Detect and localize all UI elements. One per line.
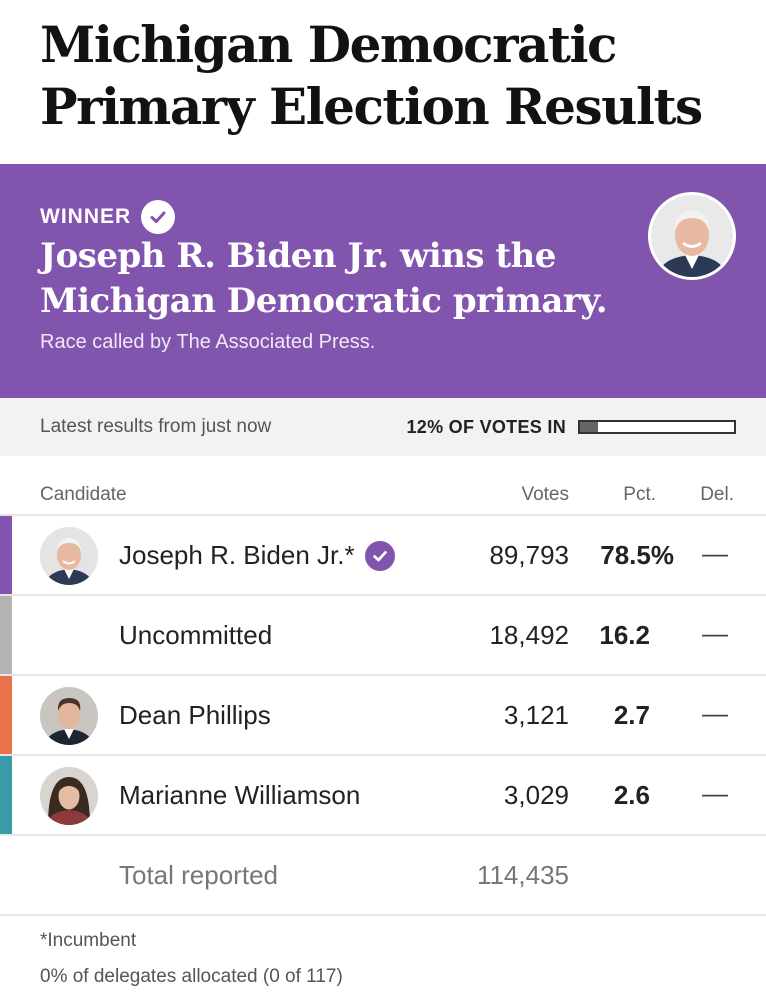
party-color-bar — [0, 676, 12, 754]
winner-banner: WINNER Joseph R. Biden Jr. wins the Mich… — [0, 164, 766, 398]
table-row: Marianne Williamson 3,029 2.6 — — [0, 756, 766, 836]
candidate-name: Joseph R. Biden Jr.* — [119, 540, 395, 571]
candidate-name: Marianne Williamson — [119, 780, 360, 811]
total-votes: 114,435 — [476, 860, 569, 890]
candidate-votes: 18,492 — [489, 620, 569, 650]
votes-in-indicator: 12% OF VOTES IN — [406, 417, 736, 438]
phillips-portrait-icon — [40, 687, 98, 745]
winner-avatar — [648, 192, 736, 280]
candidate-avatar — [40, 767, 98, 825]
race-called-note: Race called by The Associated Press. — [40, 331, 376, 353]
progress-fill — [580, 422, 599, 432]
candidate-name-text: Dean Phillips — [119, 700, 271, 730]
results-status-bar: Latest results from just now 12% OF VOTE… — [0, 398, 766, 456]
winner-headline: Joseph R. Biden Jr. wins the Michigan De… — [40, 236, 608, 321]
williamson-portrait-icon — [40, 767, 98, 825]
table-row: Uncommitted 18,492 16.2 — — [0, 596, 766, 676]
candidate-avatar — [40, 687, 98, 745]
header-candidate: Candidate — [40, 484, 127, 505]
header-pct: Pct. — [623, 484, 656, 505]
candidate-name-text: Joseph R. Biden Jr.* — [119, 540, 355, 570]
votes-in-progress-bar — [578, 420, 736, 434]
total-row: Total reported 114,435 — [0, 836, 766, 916]
candidate-delegates: — — [702, 618, 728, 648]
winner-row: WINNER — [40, 200, 176, 234]
winner-check-icon — [364, 540, 395, 571]
party-color-bar — [0, 756, 12, 834]
candidate-name: Uncommitted — [119, 620, 272, 651]
results-table: Candidate Votes Pct. Del. Joseph R. Bide… — [0, 456, 766, 916]
candidate-pct: 2.6 — [613, 780, 650, 810]
delegates-footnote: 0% of delegates allocated (0 of 117) — [40, 966, 343, 987]
incumbent-footnote: *Incumbent — [40, 930, 137, 951]
candidate-votes: 3,029 — [503, 780, 569, 810]
page-title: Michigan Democratic Primary Election Res… — [40, 15, 703, 136]
candidate-delegates: — — [702, 778, 728, 808]
total-label: Total reported — [119, 860, 278, 890]
candidate-pct: 16.2 — [599, 620, 650, 650]
candidate-votes: 89,793 — [489, 540, 569, 570]
candidate-pct: 2.7 — [613, 700, 650, 730]
candidate-delegates: — — [702, 698, 728, 728]
table-row: Dean Phillips 3,121 2.7 — — [0, 676, 766, 756]
candidate-votes: 3,121 — [503, 700, 569, 730]
candidate-pct: 78.5% — [600, 540, 674, 570]
table-header: Candidate Votes Pct. Del. — [0, 456, 766, 516]
party-color-bar — [0, 596, 12, 674]
biden-portrait-icon — [651, 195, 733, 277]
latest-results-text: Latest results from just now — [40, 416, 272, 437]
candidate-name-text: Uncommitted — [119, 620, 273, 650]
party-color-bar — [0, 516, 12, 594]
header-del: Del. — [700, 484, 734, 505]
winner-label: WINNER — [40, 205, 132, 228]
candidate-delegates: — — [702, 538, 728, 568]
check-icon — [141, 200, 176, 234]
table-row: Joseph R. Biden Jr.* 89,793 78.5% — — [0, 516, 766, 596]
candidate-name-text: Marianne Williamson — [119, 780, 361, 810]
biden-portrait-icon — [40, 527, 98, 585]
votes-in-label: 12% OF VOTES IN — [406, 416, 566, 437]
candidate-avatar — [40, 527, 98, 585]
candidate-name: Dean Phillips — [119, 700, 271, 731]
header-votes: Votes — [521, 484, 569, 505]
